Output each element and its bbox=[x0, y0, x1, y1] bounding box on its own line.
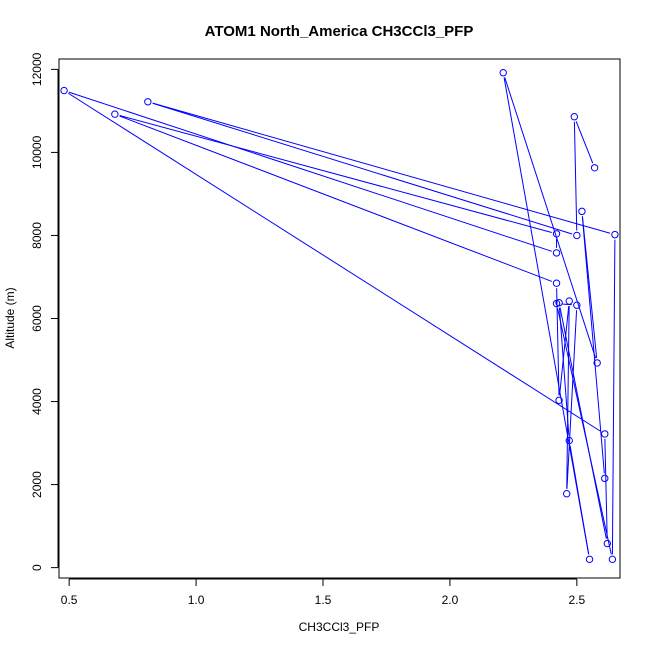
y-tick-label: 2000 bbox=[30, 471, 44, 498]
data-point bbox=[555, 396, 563, 404]
series-segment bbox=[566, 310, 578, 489]
data-point bbox=[601, 430, 609, 438]
series-segment bbox=[561, 303, 572, 306]
data-point bbox=[555, 299, 563, 307]
data-point bbox=[565, 436, 573, 445]
series-segment bbox=[566, 306, 570, 489]
x-tick-label: 2.5 bbox=[569, 593, 586, 607]
y-tick-label: 8000 bbox=[30, 222, 44, 249]
data-point bbox=[570, 113, 579, 121]
data-point bbox=[573, 231, 581, 240]
series-segment bbox=[611, 239, 616, 555]
y-tick-label: 12000 bbox=[30, 52, 44, 86]
series-segment bbox=[575, 121, 594, 164]
series-segment bbox=[573, 121, 578, 231]
data-point bbox=[111, 110, 119, 118]
data-point bbox=[593, 359, 601, 367]
y-tick-label: 10000 bbox=[30, 135, 44, 169]
x-axis-label: CH3CCl3_PFP bbox=[299, 620, 380, 634]
data-point bbox=[578, 207, 586, 216]
data-point bbox=[573, 301, 581, 309]
data-point bbox=[565, 297, 573, 305]
series-segment bbox=[504, 77, 597, 359]
series-segment bbox=[558, 307, 570, 436]
x-axis: 0.5 1.0 1.5 2.0 2.5 bbox=[61, 578, 586, 607]
data-point bbox=[590, 164, 599, 172]
x-tick-label: 2.0 bbox=[442, 593, 459, 607]
y-tick-label: 6000 bbox=[30, 305, 44, 332]
data-point bbox=[608, 555, 617, 564]
series-segment bbox=[152, 102, 573, 235]
series-segment bbox=[119, 115, 552, 233]
y-axis-label: Altitude (m) bbox=[3, 287, 17, 348]
data-point bbox=[611, 230, 619, 239]
series-segment bbox=[68, 92, 601, 432]
data-point bbox=[552, 249, 561, 257]
series-segment bbox=[604, 438, 608, 539]
data-point bbox=[144, 98, 152, 106]
series-lines bbox=[68, 77, 616, 555]
series-segment bbox=[556, 288, 560, 396]
data-point bbox=[552, 230, 561, 238]
x-tick-label: 1.5 bbox=[315, 593, 332, 607]
series-segment bbox=[581, 216, 605, 474]
data-point bbox=[585, 555, 594, 564]
plot-frame bbox=[58, 58, 621, 579]
series-segment bbox=[119, 115, 553, 282]
y-tick-label: 0 bbox=[30, 564, 44, 571]
series-segment bbox=[503, 77, 590, 555]
data-point bbox=[499, 69, 507, 77]
data-point bbox=[552, 279, 561, 287]
chart-title: ATOM1 North_America CH3CCl3_PFP bbox=[205, 23, 474, 40]
series-segment bbox=[152, 102, 611, 234]
data-point bbox=[562, 490, 571, 498]
x-tick-label: 0.5 bbox=[61, 593, 78, 607]
series-points bbox=[60, 69, 619, 564]
y-tick-label: 4000 bbox=[30, 388, 44, 415]
data-point bbox=[601, 474, 609, 483]
y-axis: 0 2000 4000 6000 8000 10000 12000 bbox=[30, 52, 59, 571]
data-point bbox=[603, 539, 612, 548]
x-tick-label: 1.0 bbox=[188, 593, 205, 607]
series-segment bbox=[68, 91, 552, 252]
data-point bbox=[60, 86, 68, 95]
series-segment bbox=[559, 305, 570, 396]
series-segment bbox=[559, 307, 607, 539]
